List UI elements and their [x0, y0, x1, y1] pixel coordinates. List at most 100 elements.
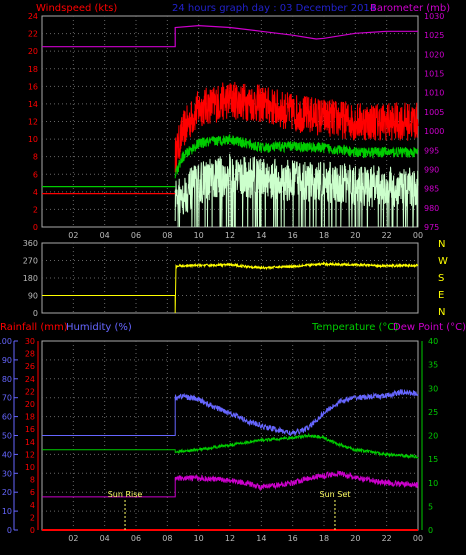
panel-direction-grid	[42, 243, 418, 313]
wind-tick-label: 8	[33, 153, 38, 162]
wind-tick-label: 6	[33, 170, 38, 179]
baro-tick-label: 995	[424, 146, 439, 155]
sunrise-label: Sun Rise	[108, 490, 143, 499]
x-tick-label: 12	[225, 231, 235, 240]
rain-tick-label: 10	[25, 463, 35, 472]
baro-tick-label: 975	[424, 223, 439, 232]
hum-tick-label: 80	[2, 375, 12, 384]
x-tick-label: 06	[131, 231, 141, 240]
rain-tick-label: 0	[30, 526, 35, 535]
baro-tick-label: 1015	[424, 70, 444, 79]
rain-tick-label: 30	[25, 337, 35, 346]
hum-tick-label: 30	[2, 469, 12, 478]
rain-tick-label: 4	[30, 501, 35, 510]
compass-letter: N	[438, 307, 445, 318]
sunset-label: Sun Set	[320, 490, 351, 499]
rain-axis-title: Rainfall (mm)	[0, 322, 68, 333]
baro-tick-label: 1010	[424, 89, 444, 98]
panel-temp-grid	[42, 341, 418, 530]
hum-tick-label: 70	[2, 394, 12, 403]
baro-tick-label: 1020	[424, 50, 444, 59]
x-tick-label: 10	[194, 534, 204, 543]
temp-hum-series	[42, 389, 419, 531]
hum-tick-label: 10	[2, 507, 12, 516]
baro-tick-label: 1005	[424, 108, 444, 117]
wind-tick-label: 14	[28, 100, 38, 109]
x-tick-label: 04	[100, 231, 110, 240]
rain-tick-label: 24	[25, 375, 35, 384]
temp-tick-label: 10	[428, 479, 438, 488]
compass-letter: N	[438, 239, 445, 250]
temp-series-line	[42, 432, 419, 460]
top-x-tick-labels: 02 04 06 08 10 12 14 16 18 20 22 00	[68, 231, 423, 240]
x-tick-label: 22	[382, 231, 392, 240]
hum-axis-title: Humidity (%)	[66, 322, 132, 333]
wind-tick-label: 10	[28, 135, 38, 144]
rain-tick-label: 8	[30, 476, 35, 485]
wind-tick-label: 24	[28, 12, 38, 21]
wind-tick-label: 0	[33, 223, 38, 232]
baro-tick-label: 1025	[424, 31, 444, 40]
hum-tick-label: 50	[2, 432, 12, 441]
direction-series-line	[42, 260, 419, 314]
hum-tick-label: 100	[0, 337, 12, 346]
rain-tick-label: 18	[25, 413, 35, 422]
hum-tick-label: 40	[2, 450, 12, 459]
wind-tick-label: 20	[28, 47, 38, 56]
rain-tick-label: 2	[30, 513, 35, 522]
sun-markers: Sun Rise Sun Set	[108, 490, 351, 530]
x-tick-label: 16	[288, 534, 298, 543]
baro-tick-label: 990	[424, 165, 439, 174]
hum-tick-labels: 0 10 20 30 40 50 60 70 80 90 100	[0, 337, 18, 535]
baro-tick-label: 980	[424, 204, 439, 213]
compass-letter: E	[438, 290, 444, 301]
wind-tick-label: 22	[28, 30, 38, 39]
temp-tick-label: 0	[428, 526, 433, 535]
rain-tick-label: 28	[25, 350, 35, 359]
rain-tick-label: 12	[25, 450, 35, 459]
x-tick-label: 00	[413, 231, 423, 240]
compass-letter: W	[438, 256, 448, 267]
direction-tick-label: 360	[23, 239, 38, 248]
wind-tick-label: 16	[28, 82, 38, 91]
temp-tick-label: 5	[428, 502, 433, 511]
dew-axis-title: Dew Point (°C)	[393, 322, 466, 333]
temp-tick-label: 25	[428, 408, 438, 417]
compass-letter: S	[438, 273, 444, 284]
x-tick-label: 14	[256, 231, 266, 240]
chart-title: 24 hours graph day : 03 December 2014	[172, 3, 376, 14]
temp-tick-label: 20	[428, 432, 438, 441]
wind-tick-label: 12	[28, 118, 38, 127]
gust-series-line	[174, 81, 419, 173]
wind-axis-title: Windspeed (kts)	[36, 3, 117, 14]
rain-tick-label: 22	[25, 387, 35, 396]
bottom-x-tick-labels: 02 04 06 08 10 12 14 16 18 20 22 00	[68, 534, 423, 543]
dew-series-line	[42, 470, 419, 498]
x-tick-label: 20	[350, 534, 360, 543]
temp-tick-labels: 0 5 10 15 20 25 30 35 40	[421, 337, 438, 535]
temp-tick-label: 30	[428, 384, 438, 393]
hum-tick-label: 90	[2, 356, 12, 365]
x-tick-label: 22	[382, 534, 392, 543]
temp-tick-label: 40	[428, 337, 438, 346]
hum-tick-label: 0	[7, 526, 12, 535]
direction-tick-label: 0	[33, 309, 38, 318]
temp-tick-label: 35	[428, 361, 438, 370]
hum-tick-label: 20	[2, 488, 12, 497]
x-tick-label: 12	[225, 534, 235, 543]
x-tick-label: 06	[131, 534, 141, 543]
rain-tick-label: 26	[25, 362, 35, 371]
direction-tick-labels: 0 90 180 270 360	[23, 239, 38, 318]
wind-series-line	[174, 153, 419, 228]
rain-tick-label: 14	[25, 438, 35, 447]
hum-series-line	[42, 389, 419, 437]
x-tick-label: 10	[194, 231, 204, 240]
x-tick-label: 20	[350, 231, 360, 240]
direction-tick-label: 270	[23, 257, 38, 266]
baro-tick-labels: 975 980 985 990 995 1000 1005 1010 1015 1020 1025 1…	[424, 12, 444, 232]
